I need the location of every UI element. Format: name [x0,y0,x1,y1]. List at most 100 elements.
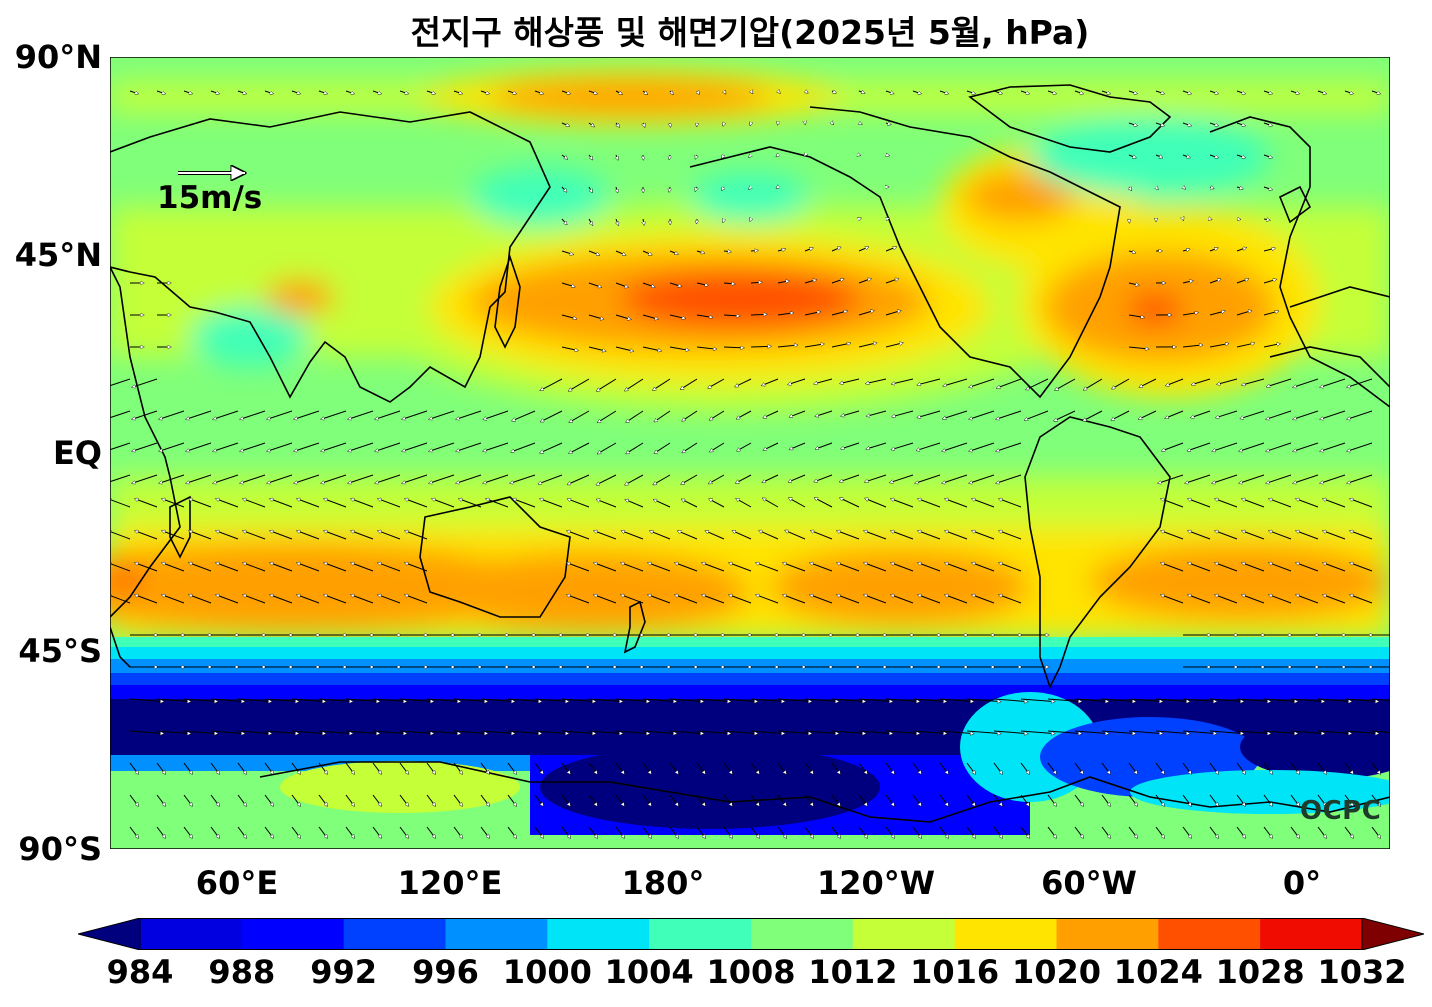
wind-vector [1083,410,1103,422]
ocpc-logo: OCPC [1300,796,1382,826]
wind-vector [594,563,617,572]
wind-vector [642,90,648,95]
wind-vector [858,762,867,774]
wind-vector [511,442,536,452]
wind-vector [710,442,725,452]
wind-vector [132,474,158,483]
wind-vector [183,730,218,734]
wind-vector [588,730,623,734]
x-tick-label-60e: 60°E [195,864,279,902]
wind-vector [405,499,428,508]
wind-vector [561,154,568,159]
wind-vector [129,762,138,774]
wind-vector [1074,794,1083,806]
wind-vector [1128,762,1137,774]
wind-vector [291,90,300,94]
wind-vector [372,794,381,806]
wind-vector [1128,282,1139,285]
wind-vector [483,474,509,483]
wind-vector [966,730,1001,734]
wind-vector [216,531,239,540]
wind-vector [267,410,293,419]
wind-vector [1350,563,1373,572]
colorbar-tick-label: 1008 [706,953,796,991]
y-tick-label-45s: 45°S [18,632,102,670]
wind-vector [621,595,644,604]
wind-vector [1128,154,1136,158]
wind-vector [1185,474,1211,483]
wind-vector [831,311,847,316]
wind-vector [831,826,840,838]
wind-vector [1242,531,1265,540]
wind-vector [1371,730,1390,733]
wind-vector [1293,442,1319,451]
wind-vector [264,826,273,838]
wind-vector [318,794,327,806]
wind-vector [762,474,779,483]
wind-vector [318,90,327,94]
wind-vector [594,531,617,540]
wind-vector [1183,219,1184,220]
wind-vector [777,826,786,838]
wind-vector [723,123,724,126]
wind-vector [213,442,239,451]
wind-vector [885,730,920,734]
wind-vector [1074,90,1083,94]
wind-vector [1320,410,1346,419]
wind-vector [1182,249,1190,251]
wind-vector [561,826,570,838]
wind-vector [399,762,408,774]
wind-vector [722,155,724,158]
wind-vector [776,155,778,157]
wind-vector [321,410,347,419]
wind-vector [723,730,758,734]
wind-vector [375,410,401,419]
wind-vector [996,474,1022,483]
wind-vector [841,410,860,416]
wind-vector [1344,826,1353,838]
wind-vector [1236,343,1255,348]
wind-vector [732,531,752,540]
wind-vector [1074,698,1109,702]
wind-vector [210,90,219,94]
wind-vector [1350,499,1373,508]
wind-vector [270,563,293,572]
wind-vector [723,762,732,774]
wind-vector [534,826,543,838]
colorbar-canvas [77,917,1425,951]
wind-vector [1155,762,1164,774]
wind-vector [750,826,759,838]
wind-vector [678,531,698,540]
wind-vector [749,155,751,157]
wind-vector [426,762,435,774]
colorbar-bin [954,918,1057,950]
wind-vector [1317,730,1352,734]
wind-vector [1236,154,1245,158]
wind-vector [810,530,833,540]
wind-vector [540,499,563,508]
wind-vector [750,794,759,806]
wind-vector [156,730,191,734]
wind-vector [1290,730,1325,734]
wind-vector [375,442,401,451]
wind-vector [669,314,686,319]
wind-vector [1155,90,1164,94]
wind-vector [1129,218,1130,223]
wind-vector [804,248,813,252]
wind-vector [642,698,677,702]
wind-vector [839,474,860,482]
wind-vector [814,497,833,508]
wind-vector [1101,698,1136,702]
wind-vector [1242,499,1265,508]
wind-vector [1161,531,1184,540]
wind-vector [615,314,631,320]
wind-vector [297,595,320,604]
wind-vector [997,378,1022,388]
wind-vector [814,378,833,384]
wind-vector [1182,730,1217,734]
wind-vector [1111,410,1130,421]
wind-vector [832,123,834,124]
wind-vector [1347,474,1373,483]
wind-vector [1128,251,1136,253]
wind-vector [162,531,185,540]
